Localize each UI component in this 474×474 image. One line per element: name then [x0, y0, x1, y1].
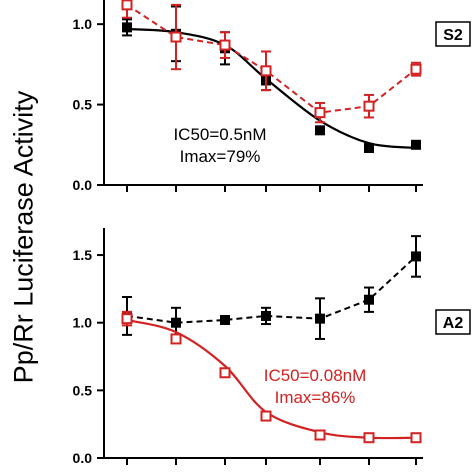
y-tick-label: 1.0: [73, 16, 93, 32]
data-point-marker: [219, 39, 231, 51]
data-point-marker: [260, 410, 272, 422]
data-point-marker: [170, 31, 182, 43]
annotation-text: IC50=0.08nM: [264, 366, 367, 385]
data-point-marker: [410, 432, 422, 444]
panel-label: A2: [443, 315, 464, 332]
data-point-marker: [219, 367, 231, 379]
series-fit-curve: [126, 27, 417, 150]
data-point-marker: [411, 251, 421, 262]
series-line: [126, 4, 417, 114]
y-tick-label: 0.0: [73, 450, 93, 466]
data-point-marker: [411, 139, 421, 150]
data-point-marker: [314, 429, 326, 441]
panel-s2: 0.0 0.5 1.0 S2 IC50=0.5nM Imax=79%: [73, 0, 471, 193]
data-point-marker: [261, 310, 271, 321]
data-point-marker: [315, 125, 325, 136]
annotation-text: IC50=0.5nM: [173, 125, 266, 144]
annotation-text: Imax=79%: [180, 147, 261, 166]
data-point-marker: [410, 63, 422, 75]
data-point-marker: [260, 65, 272, 77]
data-point-marker: [363, 100, 375, 112]
data-point-marker: [122, 22, 132, 33]
data-point-marker: [121, 313, 133, 325]
panel-label: S2: [443, 27, 463, 44]
data-point-marker: [314, 107, 326, 119]
panel-a2: 0.0 0.5 1.0 1.5 A2 IC50=0.08nM Imax=86%: [73, 228, 471, 466]
data-point-marker: [315, 313, 325, 324]
data-point-marker: [121, 0, 133, 11]
y-tick-label: 0.5: [73, 97, 93, 113]
data-point-marker: [220, 315, 230, 325]
data-point-marker: [364, 294, 374, 305]
panel-label-box: [435, 21, 471, 47]
y-tick-label: 0.0: [73, 177, 93, 193]
panel-label-box: [435, 309, 471, 335]
data-point-marker: [170, 333, 182, 345]
data-point-marker: [363, 432, 375, 444]
y-tick-label: 1.0: [73, 315, 93, 331]
data-point-marker: [171, 317, 181, 328]
annotation-text: Imax=86%: [275, 388, 356, 407]
y-tick-label: 1.5: [73, 247, 93, 263]
y-tick-label: 0.5: [73, 382, 93, 398]
data-point-marker: [364, 143, 374, 154]
